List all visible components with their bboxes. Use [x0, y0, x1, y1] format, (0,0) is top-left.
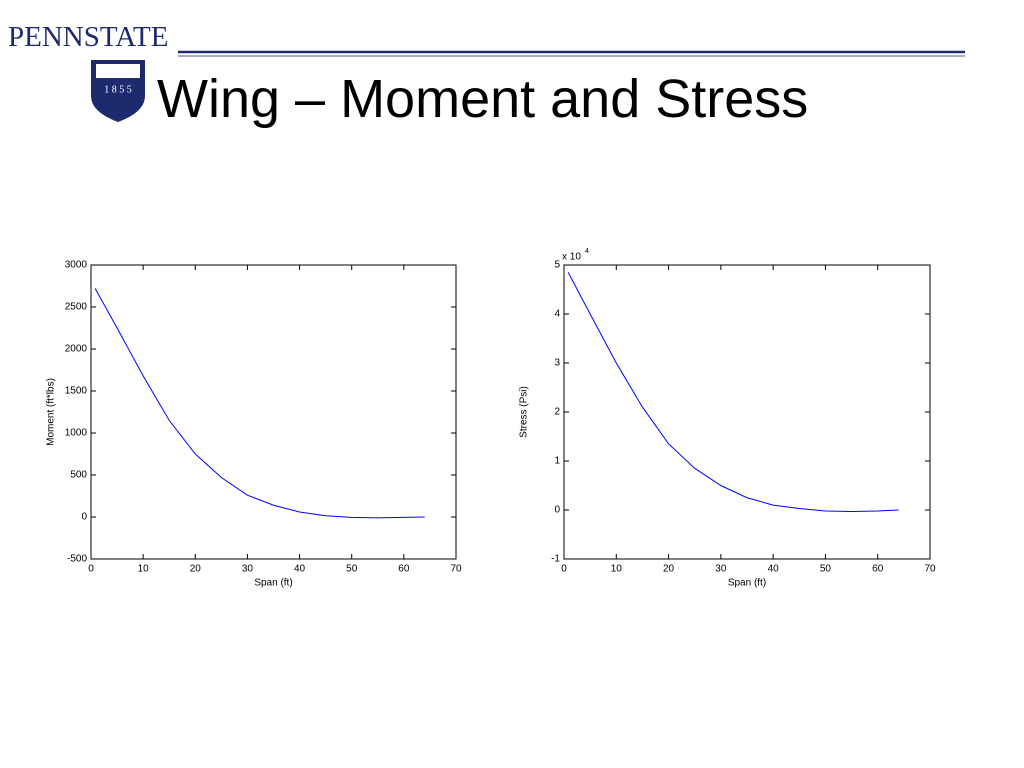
x-tick-label: 70 [924, 564, 936, 575]
x-axis-label: Span (ft) [728, 578, 766, 589]
y-multiplier-exponent: 4 [585, 248, 589, 255]
y-tick-label: 3 [554, 358, 560, 369]
charts: 0 10 20 30 40 50 60 70-500050010001500200025003… [46, 248, 936, 589]
y-axis-label: Moment (ft*lbs) [46, 378, 57, 446]
x-tick-label: 50 [346, 564, 358, 575]
y-axis-label: Stress (Psi) [519, 386, 530, 438]
y-tick-label: 2000 [65, 344, 88, 355]
x-tick-label: 60 [872, 564, 884, 575]
y-tick-label: 5 [554, 260, 560, 271]
x-tick-label: 10 [611, 564, 623, 575]
x-axis-label: Span (ft) [254, 578, 292, 589]
y-tick-label: 1500 [65, 386, 88, 397]
x-tick-label: 50 [820, 564, 832, 575]
logo-text: 1 8 5 5 [104, 84, 132, 95]
y-tick-label: 4 [554, 309, 560, 320]
x-tick-label: 40 [768, 564, 780, 575]
logo-emblem [96, 64, 140, 78]
y-tick-label: 0 [554, 505, 560, 516]
data-line [94, 288, 425, 519]
x-tick-label: 60 [398, 564, 410, 575]
y-multiplier: x 10 [562, 252, 581, 263]
slide-title: Wing – Moment and Stress [157, 69, 808, 129]
y-tick-label: 2500 [65, 302, 88, 313]
brand: PENNSTATE [8, 21, 168, 53]
x-tick-label: 30 [715, 564, 727, 575]
y-tick-label: -500 [67, 554, 87, 565]
y-tick-label: 0 [81, 512, 87, 523]
x-tick-label: 40 [294, 564, 306, 575]
y-tick-label: 1 [554, 456, 560, 467]
x-tick-label: 0 [561, 564, 567, 575]
x-tick-label: 70 [450, 564, 462, 575]
y-tick-label: 500 [70, 470, 87, 481]
plot-area [563, 264, 931, 560]
plot-area [90, 264, 457, 560]
y-tick-label: 1000 [65, 428, 88, 439]
y-tick-label: -1 [551, 554, 560, 565]
x-tick-label: 0 [88, 564, 94, 575]
x-tick-label: 10 [138, 564, 150, 575]
x-tick-label: 30 [242, 564, 254, 575]
data-line [567, 272, 899, 512]
y-tick-label: 2 [554, 407, 560, 418]
y-tick-label: 3000 [65, 260, 88, 271]
x-tick-label: 20 [663, 564, 675, 575]
x-tick-label: 20 [190, 564, 202, 575]
